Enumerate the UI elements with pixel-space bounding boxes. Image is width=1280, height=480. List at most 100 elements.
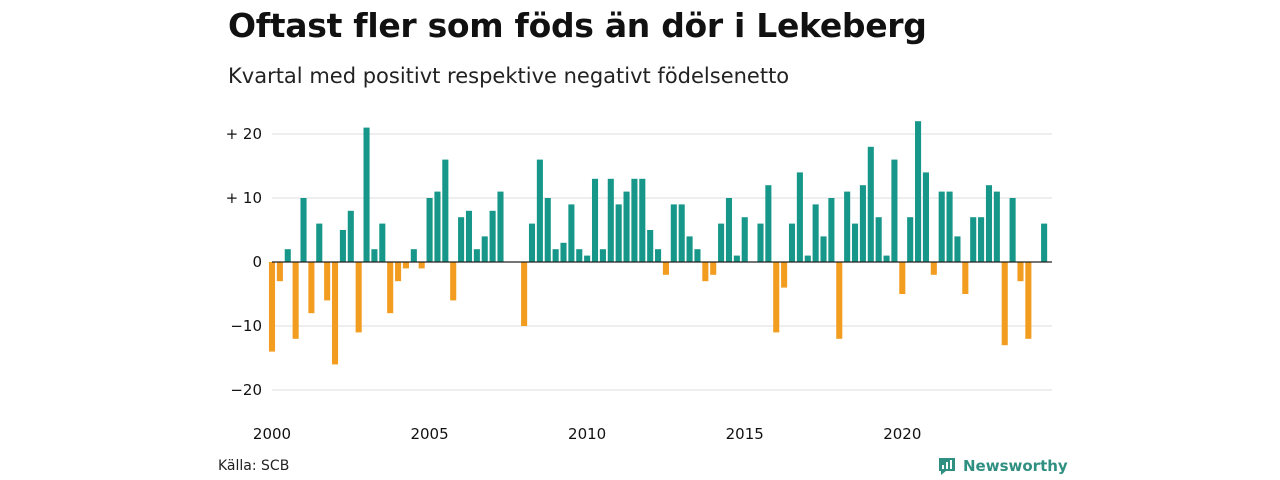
bar-positive — [481, 236, 488, 262]
bar-positive — [694, 249, 701, 262]
bar-negative — [521, 262, 528, 326]
bar-positive — [970, 217, 977, 262]
bar-positive — [1041, 223, 1048, 262]
bar-positive — [615, 204, 622, 262]
bars — [268, 121, 1048, 365]
bar-negative — [355, 262, 362, 333]
bar-positive — [718, 223, 725, 262]
bar-positive — [867, 146, 874, 262]
bar-positive — [985, 185, 993, 262]
bar-positive — [907, 217, 914, 262]
bar-positive — [489, 210, 496, 262]
bar-negative — [781, 262, 788, 288]
bar-positive — [591, 178, 599, 262]
bar-negative — [899, 262, 906, 294]
bar-positive — [623, 191, 630, 262]
y-tick-label: 0 — [252, 253, 262, 271]
bar-positive — [796, 172, 803, 262]
bar-positive — [300, 198, 307, 262]
bar-negative — [1001, 262, 1008, 346]
chart-title: Oftast fler som föds än dör i Lekeberg — [228, 6, 927, 45]
bar-positive — [1009, 198, 1016, 262]
bar-positive — [497, 191, 504, 262]
bar-positive — [473, 249, 480, 262]
grid-lines — [272, 133, 1052, 391]
x-tick-label: 2005 — [410, 425, 448, 443]
x-tick-label: 2000 — [253, 425, 291, 443]
bar-chart-badge-icon — [939, 458, 955, 475]
bar-positive — [725, 198, 733, 262]
bar-positive — [568, 204, 575, 262]
y-tick-label: −20 — [230, 381, 262, 399]
bar-positive — [316, 223, 323, 262]
bar-positive — [915, 121, 922, 262]
bar-negative — [710, 262, 717, 275]
bar-positive — [552, 249, 559, 262]
bar-positive — [458, 217, 465, 262]
bar-negative — [268, 262, 276, 352]
x-axis-tick-labels: 2000 2005 2010 2015 2020 — [253, 425, 921, 443]
bar-negative — [331, 262, 339, 365]
bar-positive — [938, 191, 945, 262]
bar-negative — [836, 262, 843, 339]
bar-positive — [686, 236, 693, 262]
bar-negative — [276, 262, 283, 282]
bar-negative — [773, 262, 780, 333]
brand-logo: Newsworthy — [937, 456, 1068, 476]
bar-negative — [308, 262, 315, 314]
bar-positive — [442, 159, 449, 262]
bar-negative — [292, 262, 299, 339]
bar-negative — [450, 262, 457, 301]
bar-negative — [1017, 262, 1024, 282]
y-tick-label: + 10 — [226, 189, 262, 207]
bar-positive — [875, 217, 882, 262]
bar-positive — [883, 255, 890, 262]
bar-positive — [599, 249, 606, 262]
bar-positive — [859, 185, 866, 262]
bar-negative — [930, 262, 937, 275]
bar-positive — [757, 223, 764, 262]
bar-negative — [662, 262, 669, 275]
bar-positive — [993, 191, 1000, 262]
bar-positive — [978, 217, 985, 262]
bar-positive — [363, 127, 370, 262]
x-tick-label: 2010 — [568, 425, 606, 443]
bar-positive — [284, 249, 291, 262]
bar-positive — [670, 204, 677, 262]
bar-positive — [844, 191, 851, 262]
chart-subtitle: Kvartal med positivt respektive negativt… — [228, 64, 790, 88]
bar-positive — [607, 178, 614, 262]
y-axis-tick-labels: + 20 + 10 0 −10 −20 — [226, 125, 262, 399]
bar-positive — [639, 178, 646, 262]
bar-positive — [426, 198, 433, 262]
bar-positive — [465, 210, 473, 262]
bar-positive — [647, 230, 654, 262]
x-tick-label: 2015 — [726, 425, 764, 443]
bar-positive — [379, 223, 386, 262]
bar-positive — [678, 204, 685, 262]
bar-positive — [788, 223, 796, 262]
bar-positive — [347, 210, 354, 262]
bar-positive — [631, 178, 638, 262]
bar-positive — [765, 185, 772, 262]
bar-positive — [820, 236, 827, 262]
bar-positive — [560, 242, 567, 262]
bar-negative — [324, 262, 331, 301]
bar-positive — [655, 249, 662, 262]
bar-negative — [387, 262, 394, 314]
bar-positive — [434, 191, 441, 262]
bar-positive — [891, 159, 898, 262]
bar-negative — [702, 262, 709, 282]
bar-negative — [962, 262, 969, 294]
bar-positive — [954, 236, 961, 262]
bar-positive — [544, 198, 551, 262]
bar-positive — [741, 217, 748, 262]
bar-positive — [339, 230, 346, 262]
y-tick-label: + 20 — [226, 125, 262, 143]
y-tick-label: −10 — [230, 317, 262, 335]
bar-negative — [418, 262, 425, 269]
bar-negative — [395, 262, 402, 282]
source-note: Källa: SCB — [218, 458, 290, 474]
bar-positive — [528, 223, 536, 262]
